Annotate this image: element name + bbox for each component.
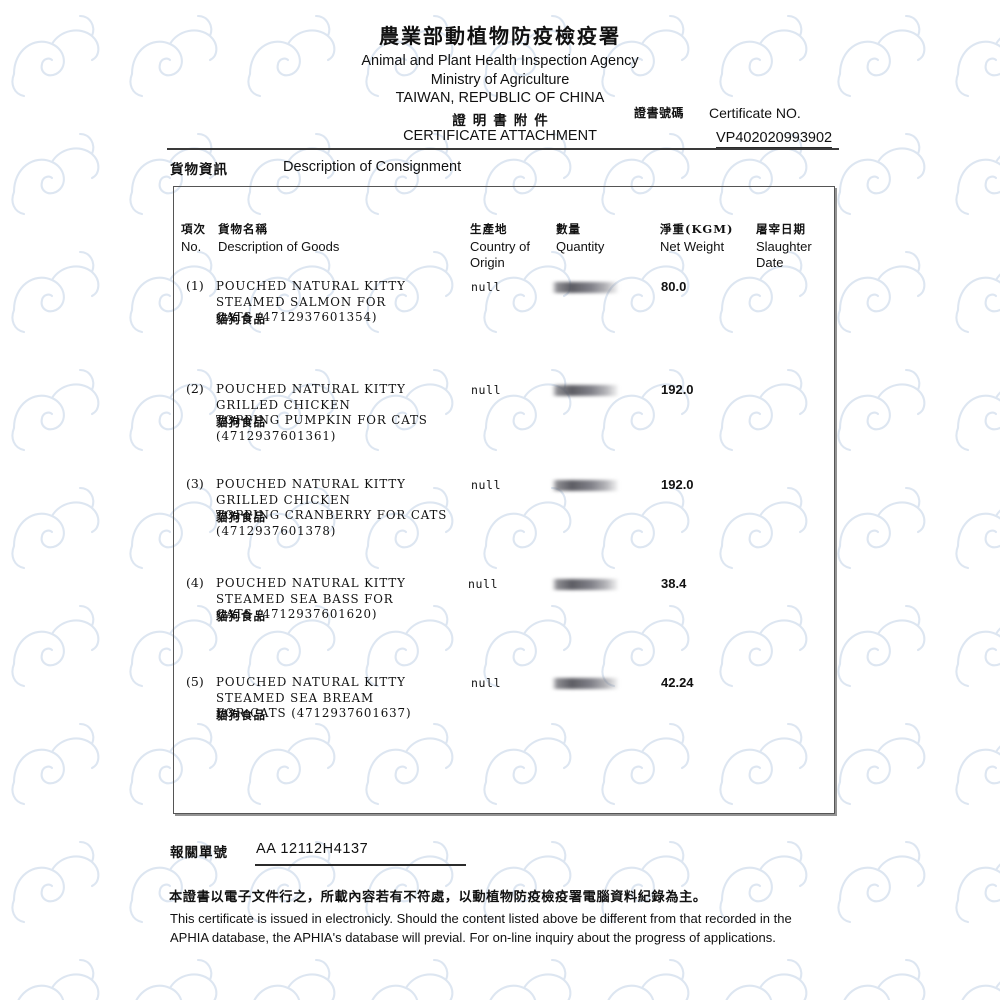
row-origin: null xyxy=(471,676,502,690)
row-description-cn: 貓狗食品 xyxy=(216,415,266,429)
consignment-label-en: Description of Consignment xyxy=(283,159,462,175)
row-no: (1) xyxy=(186,278,204,293)
row-description-cn: 貓狗食品 xyxy=(216,510,266,524)
column-header-description: 貨物名稱 Description of Goods xyxy=(218,222,458,255)
document-subtitle-en: CERTIFICATE ATTACHMENT xyxy=(403,128,597,144)
declaration-underline xyxy=(255,864,466,866)
declaration-no-label-cn: 報關單號 xyxy=(170,845,228,861)
certificate-no-label-en: Certificate NO. xyxy=(709,105,801,121)
row-quantity-redacted xyxy=(552,282,618,293)
row-origin: null xyxy=(468,577,499,591)
column-header-description-cn: 貨物名稱 xyxy=(218,222,268,236)
row-net-weight: 192.0 xyxy=(661,477,694,492)
row-quantity-redacted xyxy=(552,678,618,689)
row-no: (2) xyxy=(186,381,204,396)
column-header-no: 項次 No. xyxy=(181,222,223,255)
column-header-description-en: Description of Goods xyxy=(218,239,340,254)
legal-note-cn: 本證書以電子文件行之，所載內容若有不符處，以動植物防疫檢疫署電腦資料紀錄為主。 xyxy=(169,890,707,905)
column-header-slaughter-date-en: Slaughter Date xyxy=(756,239,812,270)
row-net-weight: 38.4 xyxy=(661,576,687,591)
column-header-quantity: 數量 Quantity xyxy=(556,222,636,255)
column-header-origin-cn: 生產地 xyxy=(470,222,508,236)
column-header-slaughter-date-cn: 屠宰日期 xyxy=(756,222,806,236)
row-net-weight: 42.24 xyxy=(661,675,694,690)
column-header-no-en: No. xyxy=(181,239,202,254)
row-description-cn: 貓狗食品 xyxy=(216,312,266,326)
row-description: POUCHED NATURAL KITTY GRILLED CHICKEN TO… xyxy=(216,382,428,443)
column-header-slaughter-date: 屠宰日期 Slaughter Date xyxy=(756,222,826,270)
row-quantity-redacted xyxy=(552,385,618,396)
row-description-cn: 貓狗食品 xyxy=(216,609,266,623)
consignment-label-cn: 貨物資訊 xyxy=(170,162,228,178)
row-origin: null xyxy=(471,383,502,397)
column-header-net-weight-en: Net Weight xyxy=(660,239,725,254)
row-origin: null xyxy=(471,280,502,294)
certificate-no-label-cn: 證書號碼 xyxy=(634,106,685,120)
agency-title-cn: 農業部動植物防疫檢疫署 xyxy=(379,24,621,48)
row-no: (3) xyxy=(186,476,204,491)
column-header-net-weight-cn: 淨重(KGM) xyxy=(660,222,734,236)
column-header-origin: 生產地 Country of Origin xyxy=(470,222,540,270)
row-quantity-redacted xyxy=(552,579,618,590)
column-header-quantity-cn: 數量 xyxy=(556,222,581,236)
country-line: TAIWAN, REPUBLIC OF CHINA xyxy=(395,90,605,106)
certificate-no-value: VP402020993902 xyxy=(716,130,833,148)
row-net-weight: 192.0 xyxy=(661,382,694,397)
agency-title-en: Animal and Plant Health Inspection Agenc… xyxy=(361,53,639,69)
row-no: (5) xyxy=(186,674,204,689)
row-net-weight: 80.0 xyxy=(661,279,687,294)
declaration-no-value: AA 12112H4137 xyxy=(256,841,369,857)
legal-note-en: This certificate is issued in electronic… xyxy=(170,911,792,945)
ministry-line: Ministry of Agriculture xyxy=(430,72,570,88)
column-header-no-cn: 項次 xyxy=(181,222,206,236)
row-no: (4) xyxy=(186,575,204,590)
document-subtitle-cn: 證明書附件 xyxy=(452,113,555,129)
header-divider-rule xyxy=(167,148,839,150)
row-description: POUCHED NATURAL KITTY GRILLED CHICKEN TO… xyxy=(216,477,448,538)
column-header-quantity-en: Quantity xyxy=(556,239,605,254)
row-quantity-redacted xyxy=(552,480,618,491)
column-header-origin-en: Country of Origin xyxy=(470,239,530,270)
column-header-net-weight: 淨重(KGM) Net Weight xyxy=(660,222,750,255)
row-origin: null xyxy=(471,478,502,492)
row-description-cn: 貓狗食品 xyxy=(216,708,266,722)
